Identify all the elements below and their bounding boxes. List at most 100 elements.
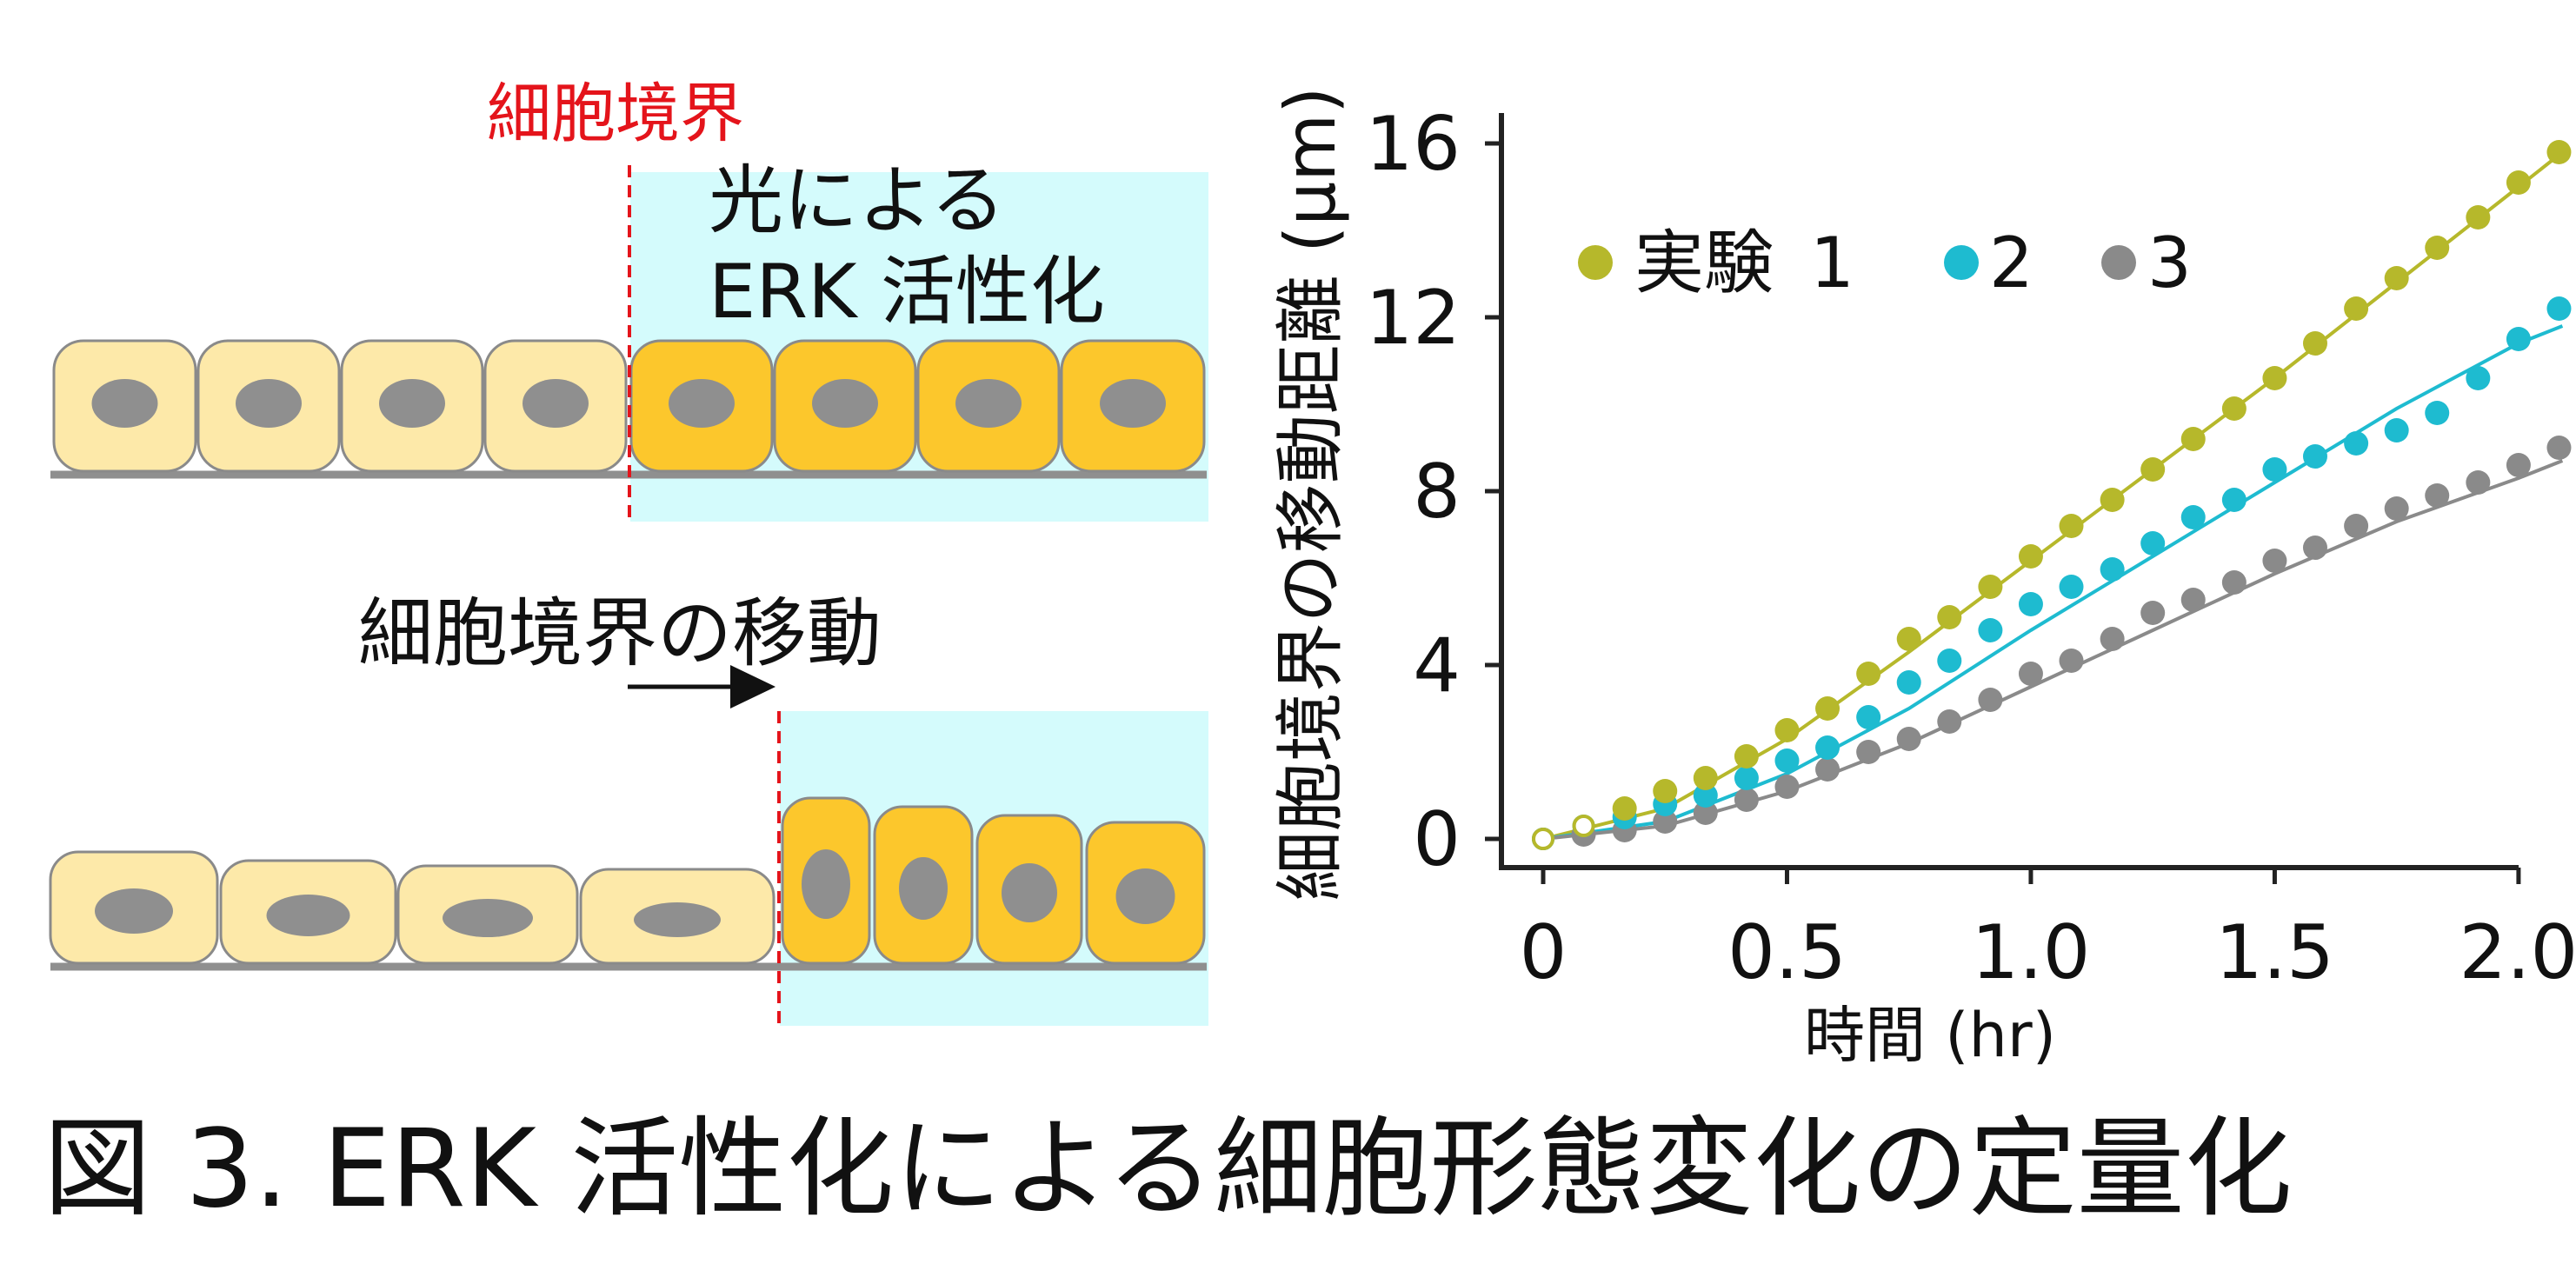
nucleus (634, 902, 721, 937)
data-point-series-1 (1734, 744, 1759, 768)
cell (196, 339, 341, 473)
nucleus (379, 379, 445, 428)
data-point-series-2 (1937, 649, 1962, 673)
data-point-series-1 (1532, 828, 1554, 850)
data-point-series-2 (2546, 296, 2572, 321)
data-point-series-3 (1937, 709, 1962, 734)
data-point-series-3 (1693, 801, 1718, 825)
cell (975, 814, 1083, 965)
y-tick-label: 12 (1366, 275, 1461, 362)
data-point-series-3 (2100, 627, 2125, 651)
cell (49, 850, 219, 965)
data-point-series-3 (2262, 549, 2287, 573)
data-point-series-3 (1896, 727, 1921, 751)
data-point-series-2 (1774, 748, 1800, 773)
cell (340, 339, 484, 473)
data-point-series-2 (2466, 366, 2491, 390)
data-point-series-1 (2180, 427, 2206, 451)
data-point-series-3 (2140, 601, 2166, 625)
legend-marker-3 (2101, 245, 2136, 280)
diagram-bottom-panel: 細胞境界の移動 (49, 590, 1208, 1030)
fit-line-series-2 (1542, 324, 2564, 841)
data-point-series-2 (2059, 575, 2084, 599)
boundary-movement-label: 細胞境界の移動 (358, 590, 882, 677)
data-point-series-1 (1653, 779, 1678, 803)
data-point-series-1 (2100, 488, 2125, 512)
x-axis-ticks: 0 0.5 1.0 1.5 2.0 (1520, 868, 2576, 996)
cell (1060, 339, 1206, 473)
data-point-series-1 (1856, 662, 1881, 686)
legend-marker-1 (1578, 245, 1613, 280)
data-point-series-1 (1693, 766, 1718, 790)
data-point-series-2 (2221, 488, 2247, 512)
arrow-right-icon (628, 665, 775, 709)
data-point-series-3 (2466, 470, 2491, 495)
cell (916, 339, 1061, 473)
data-point-series-1 (1815, 696, 1840, 721)
data-point-series-1 (1572, 815, 1595, 837)
nucleus (443, 899, 533, 937)
x-tick-label: 0.5 (1727, 909, 1847, 996)
nucleus (812, 379, 878, 428)
data-point-series-3 (1856, 740, 1881, 764)
fit-lines (1542, 150, 2564, 841)
data-point-series-3 (2221, 570, 2247, 595)
nucleus (91, 379, 158, 428)
fit-line-series-1 (1542, 150, 2564, 841)
x-tick-label: 2.0 (2460, 909, 2576, 996)
cell (483, 339, 628, 473)
nucleus (1115, 868, 1175, 924)
y-tick-label: 0 (1413, 796, 1461, 883)
y-tick-label: 16 (1366, 101, 1461, 188)
cell (52, 339, 197, 473)
x-axis-label: 時間 (hr) (1804, 1000, 2056, 1071)
legend: 実験 1 2 3 (1578, 223, 2192, 303)
nucleus (266, 895, 350, 936)
data-point-series-2 (1978, 618, 2003, 642)
data-point-series-2 (2506, 327, 2531, 351)
data-point-series-3 (2506, 453, 2531, 477)
data-point-series-2 (1856, 705, 1881, 729)
data-point-series-1 (1978, 575, 2003, 599)
x-tick-label: 0 (1520, 909, 1568, 996)
data-point-series-1 (2384, 266, 2409, 290)
cell (579, 868, 775, 965)
cell-boundary-label: 細胞境界 (487, 77, 744, 151)
cell (629, 339, 774, 473)
data-point-series-1 (2140, 457, 2166, 482)
data-point-series-1 (1937, 605, 1962, 629)
data-point-series-2 (1734, 766, 1759, 790)
legend-marker-2 (1944, 245, 1979, 280)
data-point-series-2 (2344, 431, 2369, 456)
cell (219, 859, 397, 965)
data-point-series-3 (1815, 757, 1840, 782)
cell (1085, 821, 1206, 965)
data-point-series-3 (2059, 649, 2084, 673)
nucleus (955, 379, 1022, 428)
cell (781, 796, 871, 965)
data-point-series-1 (1612, 796, 1637, 821)
data-point-series-3 (2180, 588, 2206, 612)
nucleus (523, 379, 589, 428)
nucleus (1002, 863, 1057, 922)
x-tick-label: 1.5 (2215, 909, 2334, 996)
data-point-series-2 (2018, 592, 2043, 616)
data-point-series-3 (2344, 514, 2369, 538)
data-point-series-3 (2018, 662, 2043, 686)
cell-row-top (52, 339, 1206, 473)
y-axis-label: 細胞境界の移動距離 (µm) (1270, 87, 1351, 901)
y-axis-ticks: 0 4 8 12 16 (1366, 101, 1501, 883)
nucleus (95, 888, 173, 934)
nucleus (899, 857, 948, 920)
data-point-series-2 (2302, 444, 2327, 469)
data-points (1532, 140, 2572, 850)
diagram-top-panel: 細胞境界 光による ERK 活性化 (50, 77, 1208, 523)
nucleus (236, 379, 302, 428)
nucleus (669, 379, 735, 428)
data-point-series-1 (2302, 331, 2327, 356)
data-point-series-1 (2018, 544, 2043, 569)
data-point-series-2 (2425, 401, 2450, 425)
figure-caption: 図 3. ERK 活性化による細胞形態変化の定量化 (43, 1107, 2293, 1232)
data-point-series-3 (2302, 536, 2327, 560)
